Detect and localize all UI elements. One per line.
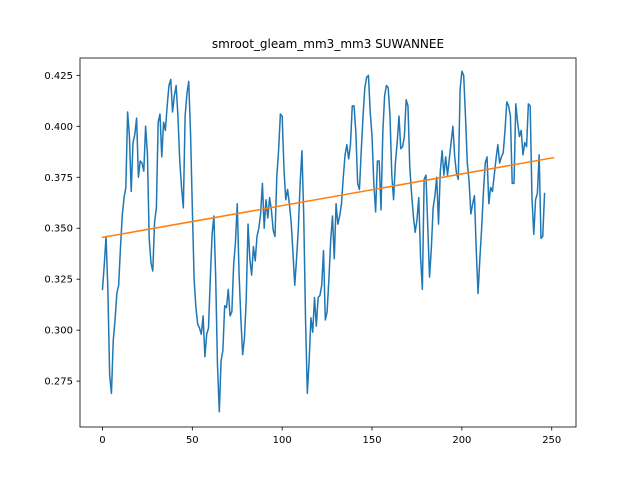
series-line-data bbox=[101, 70, 546, 413]
x-tick-label: 250 bbox=[542, 435, 561, 446]
x-tick-label: 150 bbox=[362, 435, 381, 446]
x-tick-label: 200 bbox=[452, 435, 471, 446]
axes-frame bbox=[79, 57, 577, 428]
plot-area bbox=[101, 70, 555, 413]
y-tick-label: 0.275 bbox=[44, 377, 73, 388]
y-tick-label: 0.350 bbox=[44, 224, 73, 235]
y-tick-label: 0.325 bbox=[44, 275, 73, 286]
y-tick-label: 0.300 bbox=[44, 326, 73, 337]
y-axis: 0.275 0.300 0.325 0.350 0.375 0.400 0.425 bbox=[44, 71, 80, 388]
y-tick-label: 0.400 bbox=[44, 122, 73, 133]
x-axis: 0 50 100 150 200 250 bbox=[99, 427, 561, 446]
x-tick-label: 100 bbox=[273, 435, 292, 446]
y-tick-label: 0.375 bbox=[44, 173, 73, 184]
y-tick-label: 0.425 bbox=[44, 71, 73, 82]
series-line-trend bbox=[101, 156, 555, 239]
x-tick-label: 50 bbox=[186, 435, 199, 446]
chart-title: smroot_gleam_mm3_mm3 SUWANNEE bbox=[212, 37, 444, 51]
x-tick-label: 0 bbox=[99, 435, 105, 446]
